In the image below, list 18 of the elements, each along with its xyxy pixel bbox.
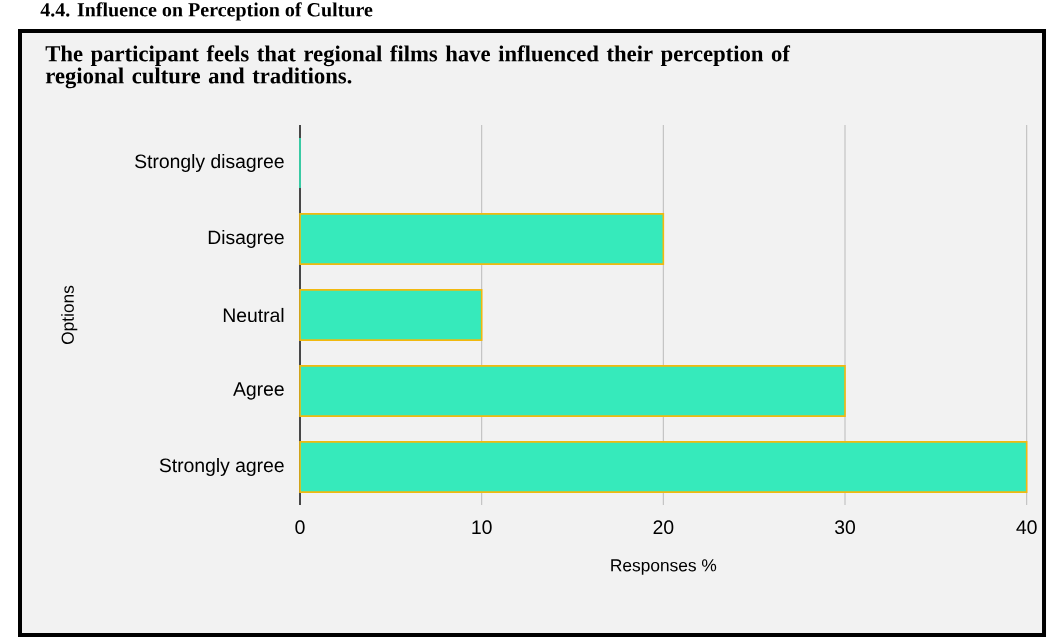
bar <box>299 289 483 341</box>
y-tick-label: Disagree <box>208 229 284 249</box>
chart-title: The participant feels that regional films have influenced their perception of regional culture and traditions. <box>45 45 791 89</box>
bar <box>299 441 1028 493</box>
x-tick-label: 20 <box>653 520 674 535</box>
y-tick-label: Strongly agree <box>159 457 284 477</box>
x-tick-label: 40 <box>1016 520 1037 535</box>
x-tick-label: 0 <box>295 520 305 535</box>
x-tick-label: 10 <box>472 520 492 535</box>
y-tick-label: Agree <box>233 382 284 400</box>
text: 4.4. Influence on Perception of Culture <box>40 2 373 21</box>
y-tick-label: Neutral <box>223 307 284 323</box>
bar <box>299 213 665 265</box>
bar <box>299 365 846 417</box>
x-tick-label: 30 <box>834 520 855 535</box>
x-axis-title: Responses % <box>611 559 717 575</box>
y-tick-label: Strongly disagree <box>135 153 284 173</box>
y-axis-title: Options <box>61 285 78 345</box>
